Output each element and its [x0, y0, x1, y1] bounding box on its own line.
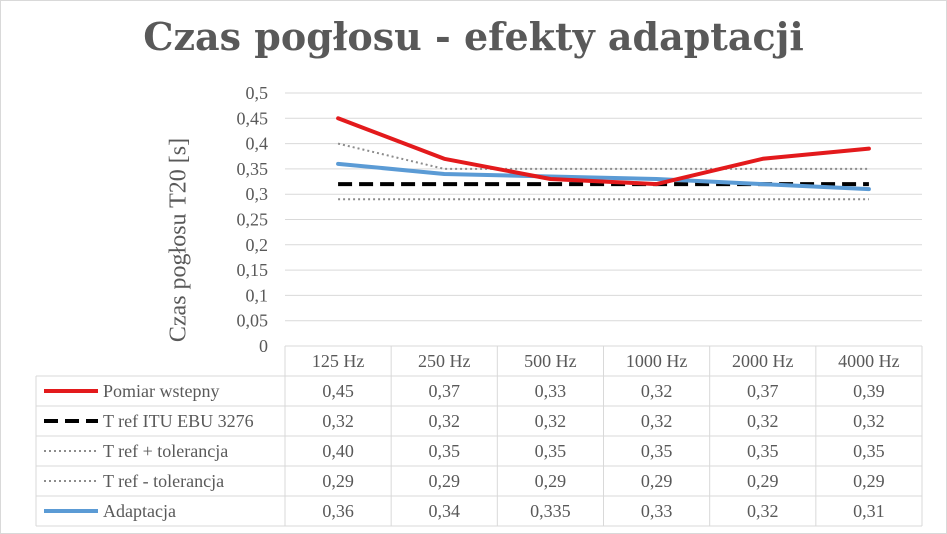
data-label: 0,35	[535, 441, 567, 461]
legend-entry: T ref ITU EBU 3276	[103, 411, 254, 431]
data-label: 0,33	[535, 381, 567, 401]
data-label: 0,32	[641, 411, 673, 431]
series-lines	[336, 116, 871, 201]
data-label: 0,29	[322, 471, 354, 491]
y-tick-label: 0,35	[237, 159, 269, 179]
series-line	[336, 116, 871, 187]
x-tick-label: 250 Hz	[418, 351, 471, 371]
legend-entry: Pomiar wstepny	[103, 381, 220, 401]
data-label: 0,39	[853, 381, 885, 401]
data-label: 0,32	[747, 501, 779, 521]
legend-entry: T ref - tolerancja	[103, 471, 224, 491]
y-tick-label: 0,3	[246, 184, 269, 204]
data-table: 125 Hz 250 Hz 500 Hz 1000 Hz 2000 Hz 4000 Hz P…	[35, 346, 923, 527]
data-label: 0,36	[322, 501, 354, 521]
x-tick-label: 125 Hz	[312, 351, 365, 371]
data-label: 0,32	[322, 411, 354, 431]
data-label: 0,35	[641, 441, 673, 461]
y-tick-label: 0,05	[237, 311, 269, 331]
data-label: 0,29	[641, 471, 673, 491]
data-label: 0,40	[322, 441, 354, 461]
grid-lines	[285, 92, 922, 347]
data-label: 0,32	[641, 381, 673, 401]
data-label: 0,29	[429, 471, 461, 491]
x-tick-label: 500 Hz	[524, 351, 577, 371]
y-tick-labels: 0 0,05 0,1 0,15 0,2 0,25 0,3 0,35 0,4 0,45 0,5	[237, 83, 269, 356]
y-tick-label: 0,5	[246, 83, 269, 103]
y-tick-label: 0,2	[246, 235, 269, 255]
data-label: 0,29	[853, 471, 885, 491]
data-label: 0,33	[641, 501, 673, 521]
data-label: 0,32	[429, 411, 461, 431]
chart-title: Czas pogłosu - efekty adaptacji	[143, 14, 804, 59]
y-tick-label: 0,45	[237, 108, 269, 128]
data-label: 0,37	[429, 381, 461, 401]
data-label: 0,45	[322, 381, 354, 401]
x-tick-label: 2000 Hz	[732, 351, 794, 371]
data-label: 0,32	[853, 411, 885, 431]
data-label: 0,31	[853, 501, 885, 521]
data-label: 0,34	[429, 501, 461, 521]
data-label: 0,35	[853, 441, 885, 461]
data-label: 0,35	[429, 441, 461, 461]
data-label: 0,29	[747, 471, 779, 491]
data-label: 0,29	[535, 471, 567, 491]
y-tick-label: 0,1	[246, 285, 269, 305]
x-tick-label: 1000 Hz	[626, 351, 688, 371]
y-tick-label: 0	[259, 336, 268, 356]
y-tick-label: 0,4	[246, 134, 269, 154]
series-line	[337, 142, 869, 170]
series-line	[336, 161, 871, 192]
legend-entry: Adaptacja	[103, 501, 176, 521]
legend-entry: T ref + tolerancja	[103, 441, 228, 461]
data-label: 0,35	[747, 441, 779, 461]
y-tick-label: 0,15	[237, 260, 269, 280]
data-label: 0,335	[530, 501, 571, 521]
data-label: 0,32	[535, 411, 567, 431]
data-label: 0,32	[747, 411, 779, 431]
x-tick-label: 4000 Hz	[838, 351, 900, 371]
y-tick-label: 0,25	[237, 210, 269, 230]
data-label: 0,37	[747, 381, 779, 401]
